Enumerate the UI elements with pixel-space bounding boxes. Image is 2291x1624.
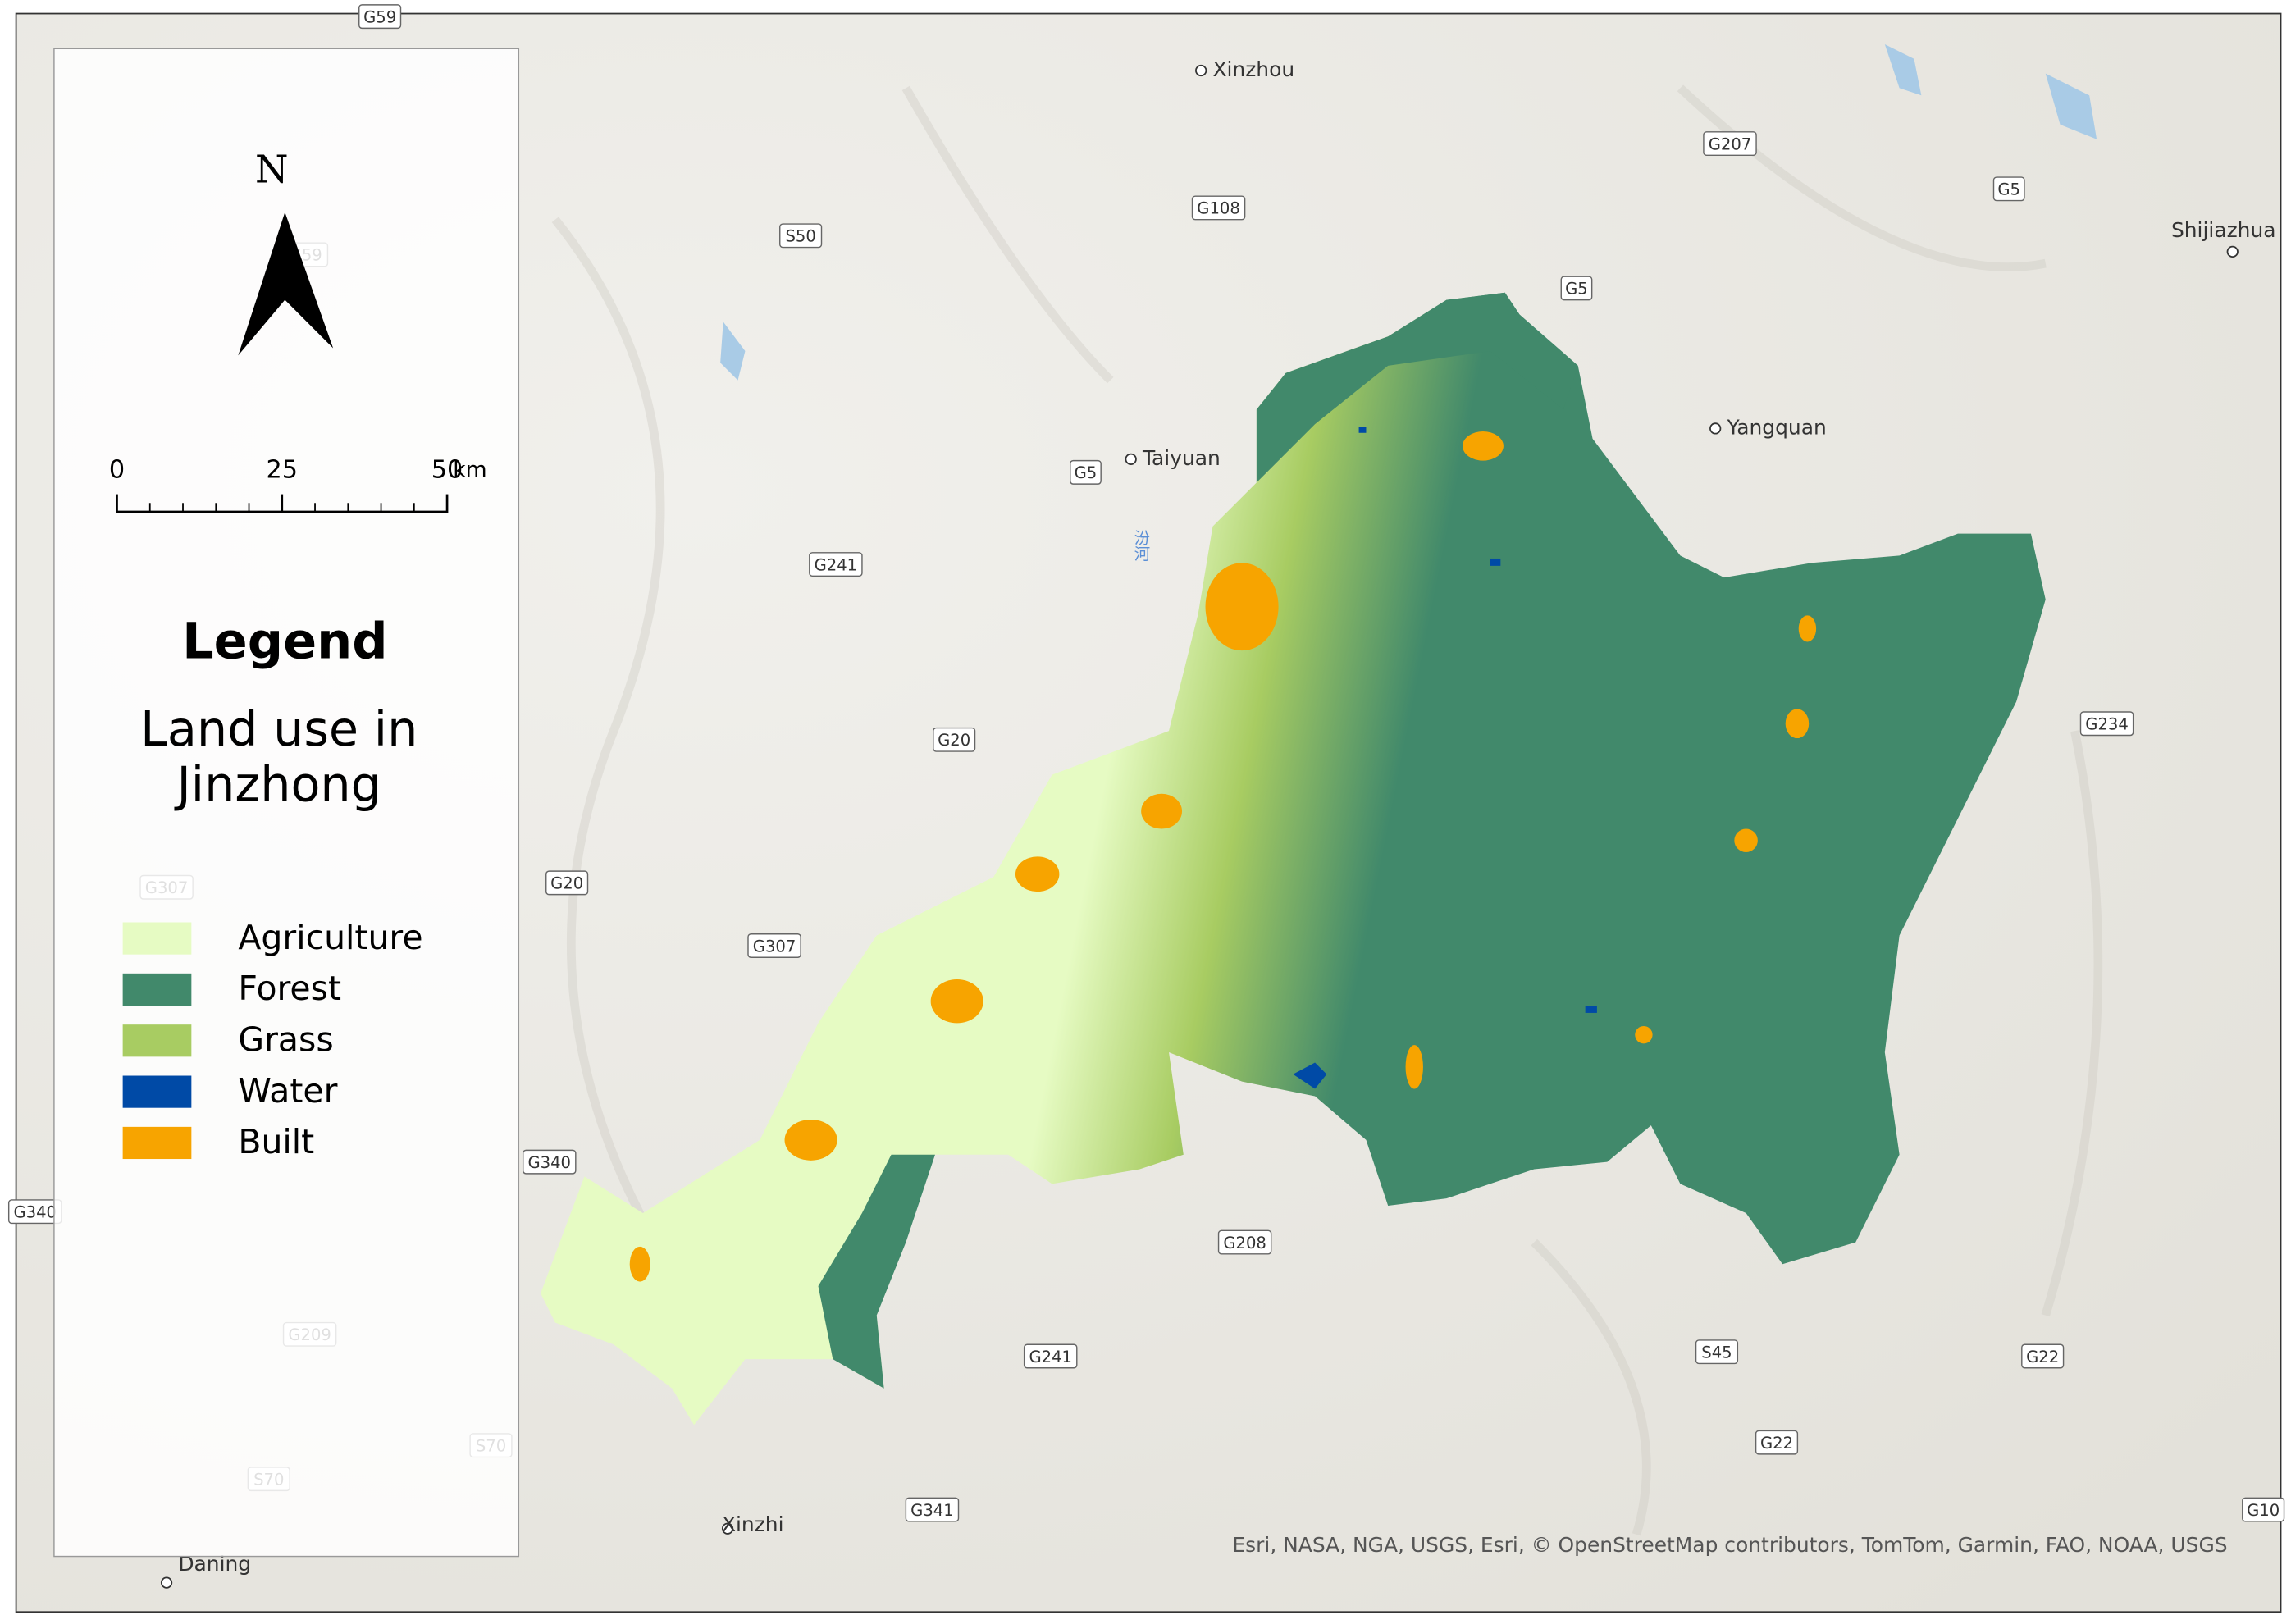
- legend-swatch: [122, 1024, 192, 1057]
- attribution: Esri, NASA, NGA, USGS, Esri, © OpenStree…: [1232, 1533, 2227, 1557]
- road-label: G108: [1197, 199, 1240, 218]
- legend-subtitle: Land use in: [140, 700, 418, 757]
- road-label: G340: [527, 1153, 571, 1172]
- road-label: G20: [938, 731, 970, 750]
- road-shield: [809, 552, 863, 577]
- road-label: G22: [1760, 1434, 1793, 1453]
- road-label: G208: [1223, 1234, 1266, 1252]
- road-shield: [1023, 1343, 1078, 1369]
- place-label: Xinzhou: [1212, 57, 1294, 81]
- river-label: 汾河: [1131, 529, 1150, 561]
- road-label: G241: [815, 555, 858, 574]
- north-label: N: [255, 148, 289, 192]
- jinzhong-land-use: [541, 292, 2046, 1426]
- road-label: G5: [1997, 180, 2020, 199]
- legend-title: Legend: [182, 614, 388, 671]
- hillshade: [551, 84, 2103, 1536]
- road-label: G5: [1075, 463, 1098, 482]
- place-dot: [160, 1576, 173, 1589]
- road-label: G10: [2247, 1501, 2280, 1520]
- road-label: G20: [550, 874, 583, 893]
- place-dot: [1709, 422, 1722, 435]
- legend-label: Agriculture: [238, 918, 422, 957]
- north-arrow: [238, 212, 285, 356]
- water-bodies: [1293, 427, 1597, 1089]
- road-shield: [1992, 176, 2025, 202]
- road-label: G22: [2026, 1348, 2059, 1366]
- place-label: Xinzhi: [722, 1512, 784, 1536]
- road-shield: [1755, 1430, 1799, 1455]
- legend-swatch: [122, 1075, 192, 1108]
- road-label: G234: [2085, 715, 2129, 734]
- road-shield: [1560, 276, 1593, 301]
- place-label: Taiyuan: [1142, 446, 1221, 470]
- legend-swatch: [122, 922, 192, 955]
- road-label: S50: [785, 227, 815, 246]
- road-shield: [933, 727, 976, 752]
- place-label: Yangquan: [1726, 415, 1826, 439]
- place-dot: [2226, 245, 2239, 258]
- north-arrow: [285, 212, 334, 349]
- road-shield: [2079, 711, 2134, 737]
- legend-label: Built: [238, 1122, 314, 1161]
- road-shield: [747, 933, 801, 958]
- place-dot: [1125, 453, 1137, 465]
- road-shield: [1695, 1339, 1739, 1365]
- scale-label: 0: [109, 456, 125, 485]
- road-shield: [779, 223, 823, 249]
- legend-label: Water: [238, 1071, 337, 1111]
- road-shield: [1070, 459, 1102, 485]
- forest-patch: [818, 1154, 935, 1389]
- road-label: G307: [753, 937, 796, 956]
- legend-swatch: [122, 1126, 192, 1160]
- road-shield: [358, 4, 402, 30]
- forest-patch: [1256, 292, 1578, 483]
- road-label: G59: [363, 7, 396, 26]
- scale-unit: km: [453, 458, 486, 483]
- road-shield: [545, 870, 589, 896]
- place-dot: [721, 1522, 734, 1535]
- built-areas: [629, 431, 1817, 1282]
- road-label: G340: [13, 1202, 57, 1221]
- legend-swatch: [122, 973, 192, 1006]
- place-label: Shijiazhua: [2171, 218, 2276, 242]
- road-label: G241: [1029, 1348, 1072, 1366]
- road-shield: [2021, 1343, 2065, 1369]
- road-shield: [522, 1149, 577, 1175]
- road-shield: [1191, 195, 1246, 221]
- road-label: G5: [1565, 280, 1588, 299]
- legend-label: Forest: [238, 969, 341, 1008]
- road-shield: [1703, 131, 1757, 157]
- road-label: G207: [1709, 135, 1752, 153]
- road-shield: [1217, 1229, 1272, 1255]
- place-dot: [1195, 64, 1207, 77]
- scale-label: 50: [431, 456, 463, 485]
- legend-label: Grass: [238, 1020, 333, 1060]
- scale-label: 25: [267, 456, 299, 485]
- road-shield: [905, 1497, 960, 1522]
- road-label: G341: [910, 1501, 954, 1520]
- legend-subtitle: Jinzhong: [173, 756, 381, 813]
- road-label: S45: [1701, 1343, 1732, 1362]
- road-shield: [2242, 1497, 2285, 1522]
